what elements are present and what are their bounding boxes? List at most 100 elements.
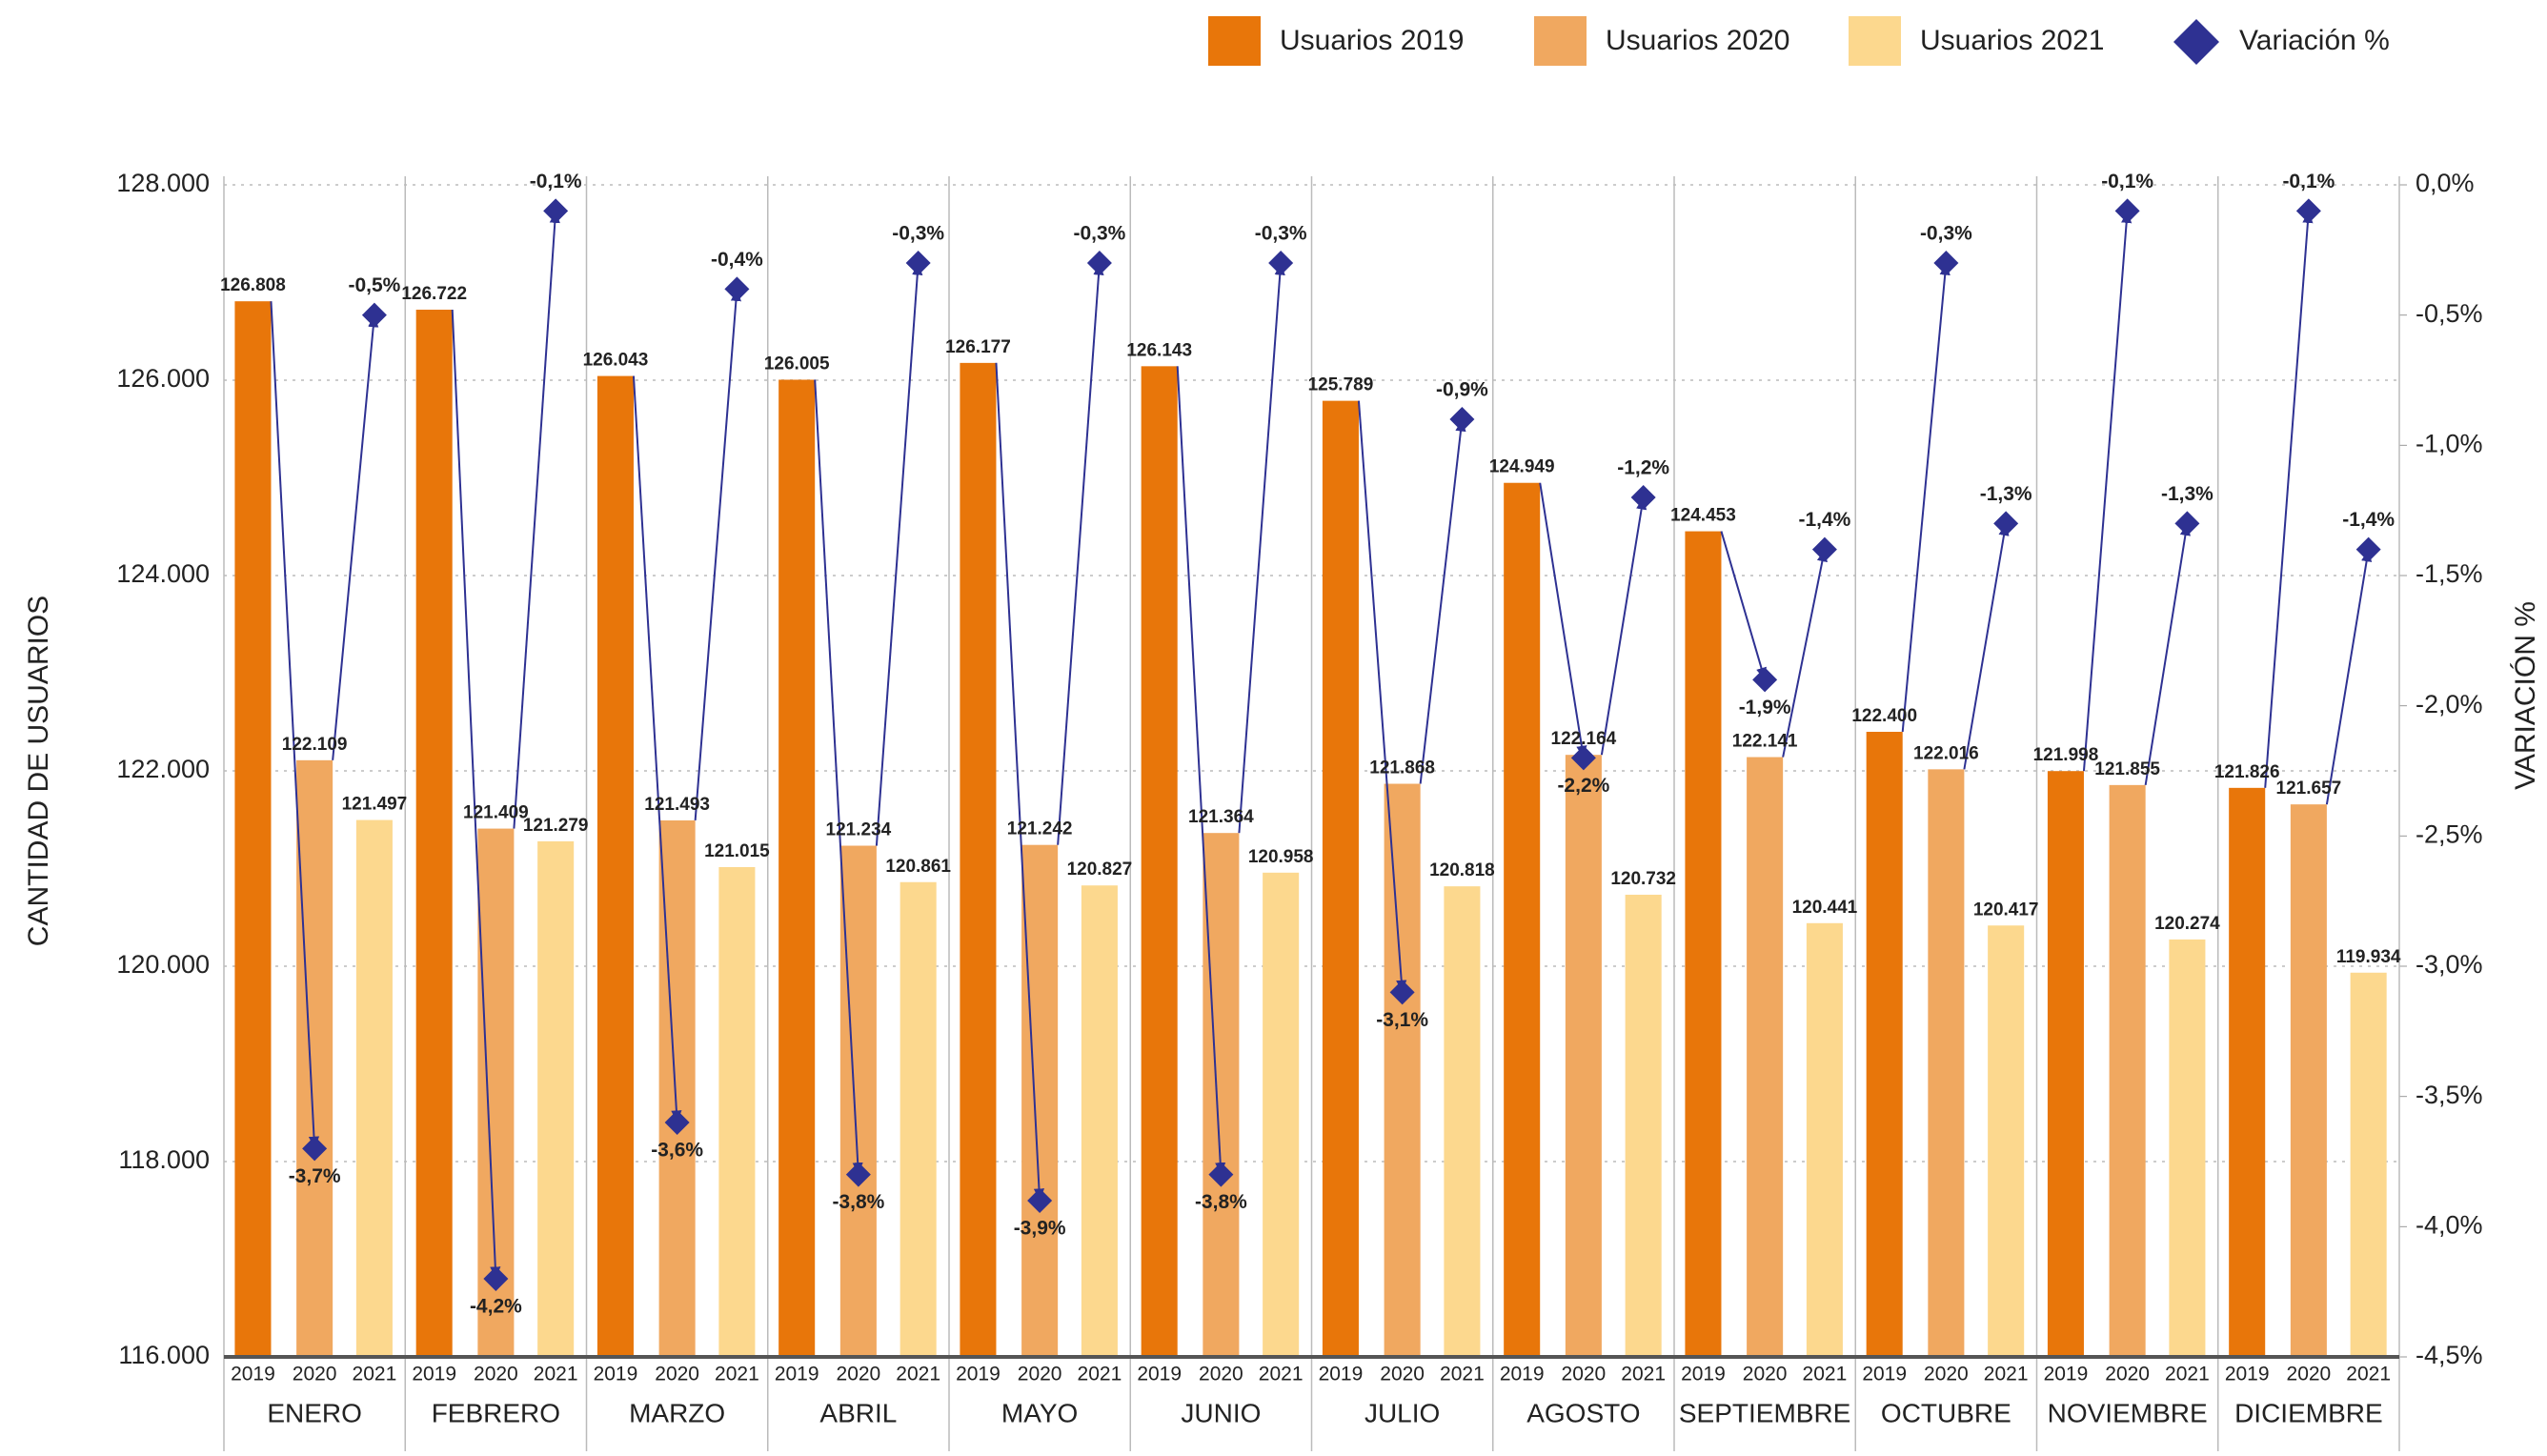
variation-marker [1268,251,1294,275]
connector [1901,262,1951,733]
value-label: 126.808 [220,275,286,295]
variation-label: -0,4% [711,249,763,271]
bar [1565,755,1602,1357]
legend-marker [2173,19,2219,65]
variation-marker [1993,511,2019,536]
x-tick-label: JULIO [1364,1398,1440,1427]
variation-label: -3,7% [289,1165,341,1187]
connector [513,211,560,829]
x-tick-label: DICIEMBRE [2234,1398,2383,1427]
value-label: 120.417 [1973,900,2039,920]
legend-label: Usuarios 2020 [1606,25,1789,56]
bar [1625,894,1662,1357]
x-tick-label: MAYO [1001,1398,1078,1427]
variation-marker [1630,485,1656,510]
variation-marker [664,1110,690,1135]
variation-marker [845,1162,871,1187]
sub-tick-label: 2020 [655,1364,699,1385]
bar [900,881,937,1357]
value-label: 126.143 [1126,340,1192,360]
connector [451,309,501,1280]
bar [1928,769,1965,1357]
variation-label: -3,6% [651,1140,703,1162]
variation-label: -3,8% [1195,1191,1247,1213]
y2-tick-label: -3,0% [2416,950,2483,979]
legend-swatch [1849,16,1901,66]
sub-tick-label: 2021 [534,1364,578,1385]
bar [234,301,272,1358]
bar [1806,922,1843,1357]
y2-tick-label: -2,5% [2416,819,2483,848]
variation-label: -0,9% [1436,379,1488,401]
bar [596,375,634,1357]
y2-tick-label: 0,0% [2416,169,2475,197]
bar [1444,886,1481,1357]
bar [2169,939,2206,1357]
bar [839,845,877,1357]
variation-label: -3,8% [832,1191,884,1213]
x-tick-label: AGOSTO [1526,1398,1640,1427]
connector [1419,418,1466,784]
connector [1176,366,1226,1175]
y2-tick-label: -1,0% [2416,429,2483,457]
sub-tick-label: 2019 [2225,1364,2270,1385]
sub-tick-label: 2021 [896,1364,940,1385]
y-axis-title: CANTIDAD DE USUARIOS [23,596,54,946]
variation-label: -0,3% [1073,223,1125,245]
value-label: 126.043 [583,351,649,371]
y-tick-label: 124.000 [116,559,210,588]
connector [1357,400,1407,993]
x-tick-label: ENERO [267,1398,362,1427]
sub-tick-label: 2021 [353,1364,397,1385]
y2-tick-label: -4,0% [2416,1210,2483,1239]
connector [1600,496,1647,756]
connector [2144,523,2191,786]
bar [415,309,453,1357]
connector [2264,211,2314,788]
connector [1238,262,1285,834]
bar [296,759,334,1357]
value-label: 121.826 [2214,762,2280,782]
variation-marker [302,1136,328,1162]
bar [960,362,997,1357]
value-label: 121.364 [1188,807,1254,827]
sub-tick-label: 2019 [594,1364,638,1385]
bar [1384,783,1421,1357]
variation-marker [543,198,569,224]
connector [1720,531,1767,680]
variation-label: -0,3% [892,223,944,245]
connector [1963,523,2010,770]
sub-tick-label: 2021 [1621,1364,1666,1385]
value-label: 120.827 [1067,859,1133,880]
y2-tick-label: -1,5% [2416,559,2483,588]
variation-marker [2295,198,2321,224]
bar [2109,784,2146,1357]
value-label: 121.497 [342,795,408,815]
bar [1747,757,1784,1357]
bar [1322,400,1359,1357]
value-label: 121.015 [704,841,770,861]
bar [2350,972,2387,1357]
variation-label: -1,4% [2342,509,2395,531]
variation-label: -0,5% [348,274,400,296]
variation-marker [1027,1188,1053,1213]
x-tick-label: ABRIL [819,1398,897,1427]
y2-tick-label: -4,5% [2416,1341,2483,1369]
variation-marker [1086,251,1112,275]
sub-tick-label: 2021 [2165,1364,2210,1385]
variation-marker [1570,745,1596,771]
variation-label: -1,2% [1617,457,1669,479]
variation-label: -0,1% [2101,171,2153,192]
sub-tick-label: 2019 [775,1364,819,1385]
value-label: 126.005 [764,354,830,374]
sub-tick-label: 2019 [1319,1364,1364,1385]
y2-axis-title: VARIACIÓN % [2510,601,2541,790]
y2-tick-label: -2,0% [2416,690,2483,718]
value-label: 125.789 [1308,375,1374,395]
variation-marker [2114,198,2140,224]
bar [718,866,756,1357]
variation-marker [2355,536,2381,562]
legend-swatch [1208,16,1261,66]
value-label: 121.242 [1007,819,1073,839]
